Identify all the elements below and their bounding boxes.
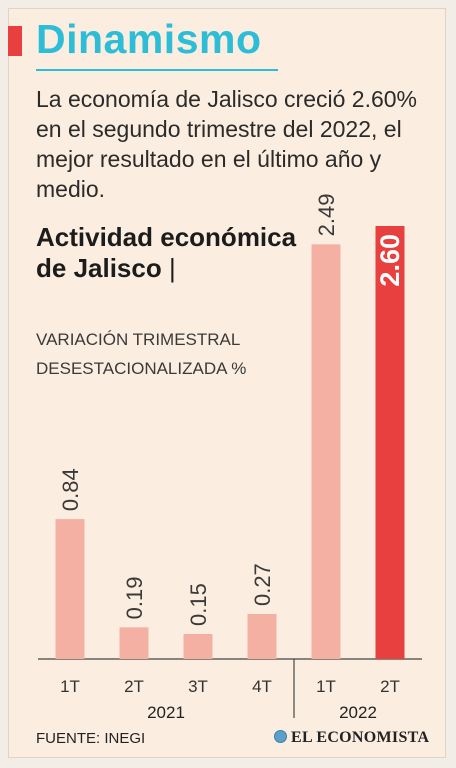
x-tick-label-6: 2T: [380, 677, 400, 696]
bar-3: [183, 634, 213, 659]
value-label-1: 0.84: [58, 468, 83, 511]
value-label-6: 2.60: [375, 234, 405, 287]
summary-text: La economía de Jalisco creció 2.60% en e…: [36, 86, 417, 202]
bar-1: [55, 519, 85, 659]
x-tick-label-1: 1T: [60, 677, 80, 696]
brand-name: EL ECONOMISTA: [291, 729, 430, 746]
accent-bar: [8, 26, 22, 56]
chart-title-text: Actividad económica de Jalisco: [36, 222, 297, 283]
chart-subtitle: Variación trimestral desestacionalizada …: [36, 330, 247, 378]
value-label-2: 0.19: [122, 577, 147, 620]
value-label-5: 2.49: [314, 193, 339, 236]
page-title: Dinamismo: [36, 16, 262, 62]
x-tick-label-3: 3T: [188, 677, 208, 696]
chart-title-separator: |: [168, 253, 176, 283]
bar-5: [311, 244, 341, 660]
source-note: FUENTE: INEGI: [36, 730, 146, 747]
x-tick-label-5: 1T: [316, 677, 336, 696]
brand-logo: EL ECONOMISTA: [274, 729, 429, 747]
bar-4: [247, 614, 277, 659]
x-tick-label-4: 4T: [252, 677, 272, 696]
group-label-2021: 2021: [147, 703, 185, 722]
group-label-2022: 2022: [339, 703, 377, 722]
value-label-3: 0.15: [186, 583, 211, 626]
globe-icon: [274, 730, 287, 743]
x-tick-label-2: 2T: [124, 677, 144, 696]
value-label-4: 0.27: [250, 563, 275, 606]
bar-2: [119, 627, 149, 659]
chart-title: Actividad económica de Jalisco |: [36, 222, 306, 284]
bar-6: [375, 226, 405, 659]
title-underline: [36, 69, 278, 71]
